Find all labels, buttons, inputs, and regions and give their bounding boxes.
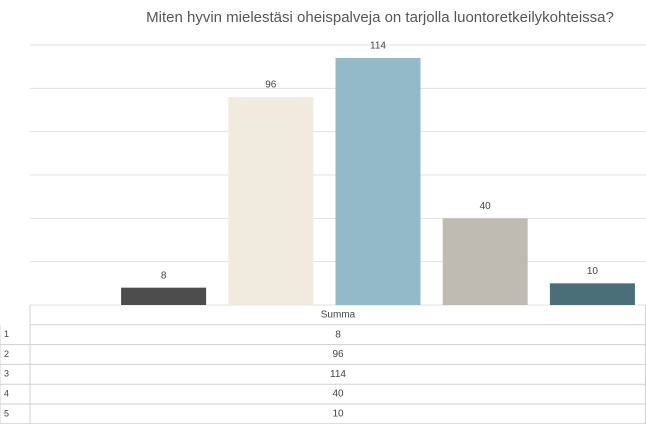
table-cell: 10 bbox=[332, 409, 344, 420]
table-cell: 8 bbox=[335, 329, 341, 340]
table-row-label: 1 bbox=[4, 329, 9, 339]
table-header: Summa bbox=[321, 310, 356, 321]
data-label: 96 bbox=[265, 80, 277, 91]
table-cell: 96 bbox=[332, 349, 344, 360]
bar bbox=[121, 287, 207, 305]
table-row-label: 4 bbox=[4, 388, 9, 398]
bar bbox=[228, 97, 314, 305]
table-row-label: 2 bbox=[4, 349, 9, 359]
table-row-label: 3 bbox=[4, 369, 9, 379]
table-cell: 114 bbox=[330, 369, 346, 380]
data-label: 40 bbox=[480, 201, 492, 212]
data-label: 10 bbox=[587, 266, 599, 277]
bar bbox=[442, 218, 528, 305]
table-cell: 40 bbox=[332, 389, 344, 400]
bar bbox=[335, 58, 421, 305]
chart-title: Miten hyvin mielestäsi oheispalveja on t… bbox=[146, 9, 614, 26]
data-label: 114 bbox=[370, 41, 386, 52]
table-row-label: 5 bbox=[4, 408, 9, 418]
bar bbox=[549, 283, 635, 305]
data-label: 8 bbox=[161, 270, 167, 281]
